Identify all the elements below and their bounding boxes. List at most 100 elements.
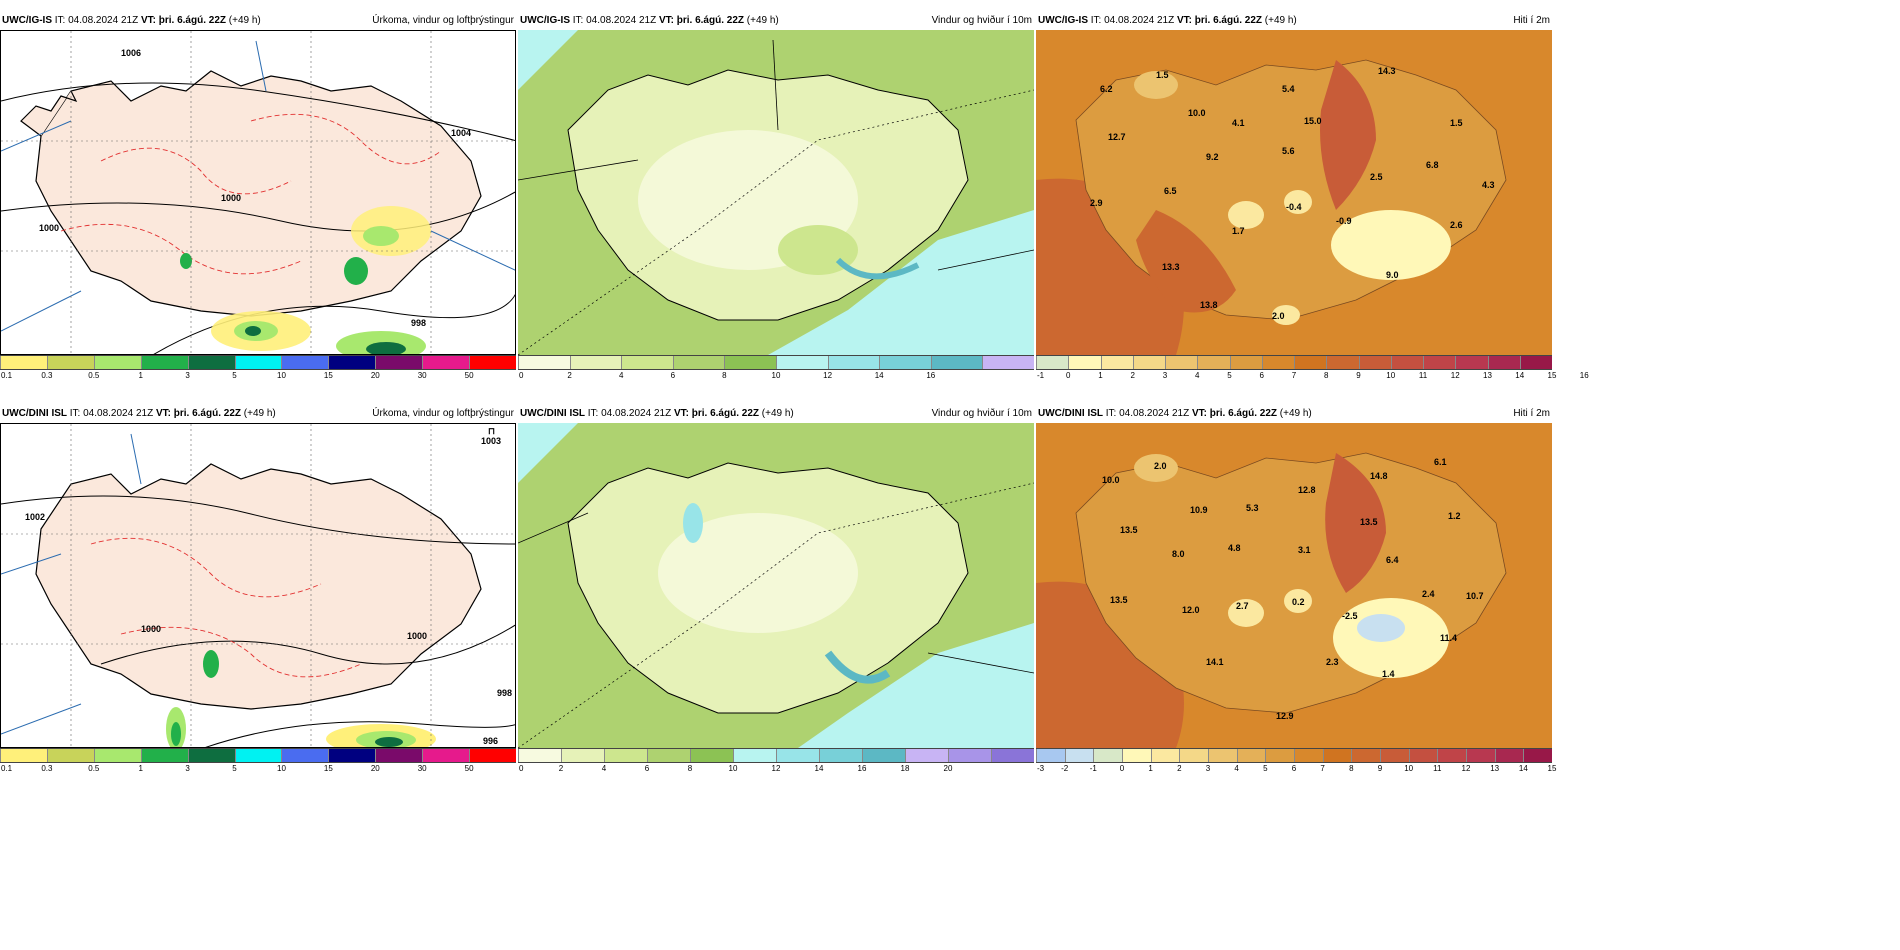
panel-row1-wind: UWC/IG-IS IT: 04.08.2024 21Z VT: þri. 6.… [518, 12, 1034, 446]
station-temp: 8.0 [1172, 549, 1185, 559]
station-temp: 9.0 [1386, 270, 1399, 280]
station-temp: 13.3 [1162, 262, 1180, 272]
colorbar-swatch [1380, 749, 1409, 762]
colorbar-tick-label: 16 [857, 764, 867, 773]
colorbar-tick-label: 3 [1205, 764, 1211, 773]
colorbar-swatch [1358, 356, 1391, 369]
station-temp: 10.0 [1188, 108, 1206, 118]
wind-map[interactable] [518, 30, 1034, 355]
colorbar-tick-label: 10 [728, 764, 738, 773]
colorbar-tick-label: 10 [771, 371, 781, 380]
it-label: IT: [1105, 408, 1117, 419]
colorbar-tick-label: 6 [644, 764, 650, 773]
isobar-label: 1000 [221, 193, 241, 203]
model-name: UWC/DINI ISL [1038, 408, 1103, 419]
temp-colorbar: -3 -2 -1 0 1 2 3 4 5 6 7 8 9 10 11 12 13 14 15 [1036, 748, 1556, 776]
colorbar-tick-label: 14 [814, 764, 824, 773]
it-label: IT: [587, 408, 599, 419]
colorbar-swatches [0, 748, 516, 763]
colorbar-tick-label: 2 [1130, 371, 1135, 380]
colorbar-swatch [1294, 356, 1327, 369]
precip-map[interactable]: ⊓ 1003 1002 1000 1000 998 996 [0, 423, 516, 748]
colorbar-swatch [604, 749, 647, 762]
station-temp: 6.4 [1386, 555, 1399, 565]
vt-value: þri. 6.ágú. 22Z [691, 408, 759, 419]
temp-map[interactable]: 1.5 14.3 6.2 10.0 5.4 4.1 15.0 1.5 12.7 … [1036, 30, 1552, 355]
colorbar-swatch [1466, 749, 1495, 762]
colorbar-tick-label: 30 [417, 371, 427, 380]
lead-time: (+49 h) [243, 408, 276, 419]
panel-title: Úrkoma, vindur og loftþrýstingur [372, 15, 514, 26]
colorbar-swatch [1326, 356, 1359, 369]
colorbar-tick-label: 12 [771, 764, 781, 773]
it-value: 04.08.2024 21Z [83, 408, 154, 419]
colorbar-swatch [1064, 749, 1094, 762]
colorbar-swatch [672, 356, 725, 369]
colorbar-swatches [1036, 355, 1552, 370]
colorbar-tick-label: 30 [417, 764, 427, 773]
high-pressure-marker: ⊓ [488, 426, 495, 436]
colorbar-swatch [187, 356, 235, 369]
colorbar-tick-label: 0 [519, 764, 524, 773]
colorbar-swatches [518, 748, 1034, 763]
colorbar-tick-label: 16 [1579, 371, 1589, 380]
station-temp: 2.4 [1422, 589, 1435, 599]
colorbar-tick-label: 3 [185, 371, 190, 380]
colorbar-swatch [1390, 356, 1423, 369]
colorbar-tick-label: 7 [1291, 371, 1297, 380]
panel-header: UWC/DINI ISL IT: 04.08.2024 21Z VT: þri.… [0, 405, 516, 423]
station-temp: 1.7 [1232, 226, 1245, 236]
station-temp: 1.2 [1448, 511, 1461, 521]
colorbar-tick-label: 50 [464, 764, 474, 773]
lead-time: (+49 h) [761, 408, 794, 419]
vt-label: VT: [658, 15, 674, 26]
wind-map-svg [518, 423, 1034, 748]
station-temp: 2.0 [1272, 311, 1285, 321]
colorbar-tick-label: 15 [323, 764, 333, 773]
temp-colorbar: -1 0 1 2 3 4 5 6 7 8 9 10 11 12 13 14 15 16 [1036, 355, 1589, 383]
colorbar-swatch [1455, 356, 1488, 369]
colorbar-swatch [1100, 356, 1133, 369]
wind-map[interactable] [518, 423, 1034, 748]
precip-map[interactable]: 1004 1000 1000 998 1006 [0, 30, 516, 355]
colorbar-tick-label: 10 [1386, 371, 1396, 380]
colorbar-tick-label: 0.3 [41, 764, 53, 773]
colorbar-swatch [647, 749, 690, 762]
colorbar-tick-label: 50 [464, 371, 474, 380]
station-temp: 14.8 [1370, 471, 1388, 481]
wind-colorbar: 0 2 4 6 8 10 12 14 16 18 20 [518, 748, 1034, 776]
colorbar-tick-label: 12 [823, 371, 833, 380]
station-temp: 6.2 [1100, 84, 1113, 94]
colorbar-swatch [1261, 356, 1294, 369]
station-temp: 11.4 [1440, 633, 1457, 643]
colorbar-swatch [561, 749, 604, 762]
colorbar-swatch [46, 749, 94, 762]
station-temp: 10.9 [1190, 505, 1208, 515]
colorbar-tick-label: 0 [519, 371, 524, 380]
temp-map[interactable]: 2.0 6.1 10.0 14.8 12.8 13.5 5.3 10.9 1.2… [1036, 423, 1552, 748]
colorbar-swatch [1093, 749, 1123, 762]
colorbar-swatch [1236, 749, 1266, 762]
station-temp: 13.5 [1110, 595, 1128, 605]
it-label: IT: [69, 408, 81, 419]
station-temp: 9.2 [1206, 152, 1219, 162]
colorbar-swatch [46, 356, 94, 369]
colorbar-swatch [375, 356, 423, 369]
colorbar-swatch [140, 749, 188, 762]
colorbar-tick-label: 20 [370, 764, 380, 773]
vt-value: þri. 6.ágú. 22Z [158, 15, 226, 26]
colorbar-swatch [1494, 749, 1524, 762]
colorbar-swatch [422, 356, 470, 369]
station-temp: 13.8 [1200, 300, 1218, 310]
colorbar-swatch [469, 749, 516, 762]
colorbar-tick-label: 1 [138, 371, 143, 380]
station-temp: 4.1 [1232, 118, 1245, 128]
colorbar-swatch [827, 356, 880, 369]
panel-header: UWC/IG-IS IT: 04.08.2024 21Z VT: þri. 6.… [0, 12, 516, 30]
isobar-label: 1000 [141, 624, 161, 634]
panel-title: Úrkoma, vindur og loftþrýstingur [372, 408, 514, 419]
panel-header: UWC/DINI ISL IT: 04.08.2024 21Z VT: þri.… [1036, 405, 1552, 423]
colorbar-swatch [569, 356, 622, 369]
colorbar-tick-label: 14 [874, 371, 884, 380]
colorbar-swatch [328, 749, 376, 762]
